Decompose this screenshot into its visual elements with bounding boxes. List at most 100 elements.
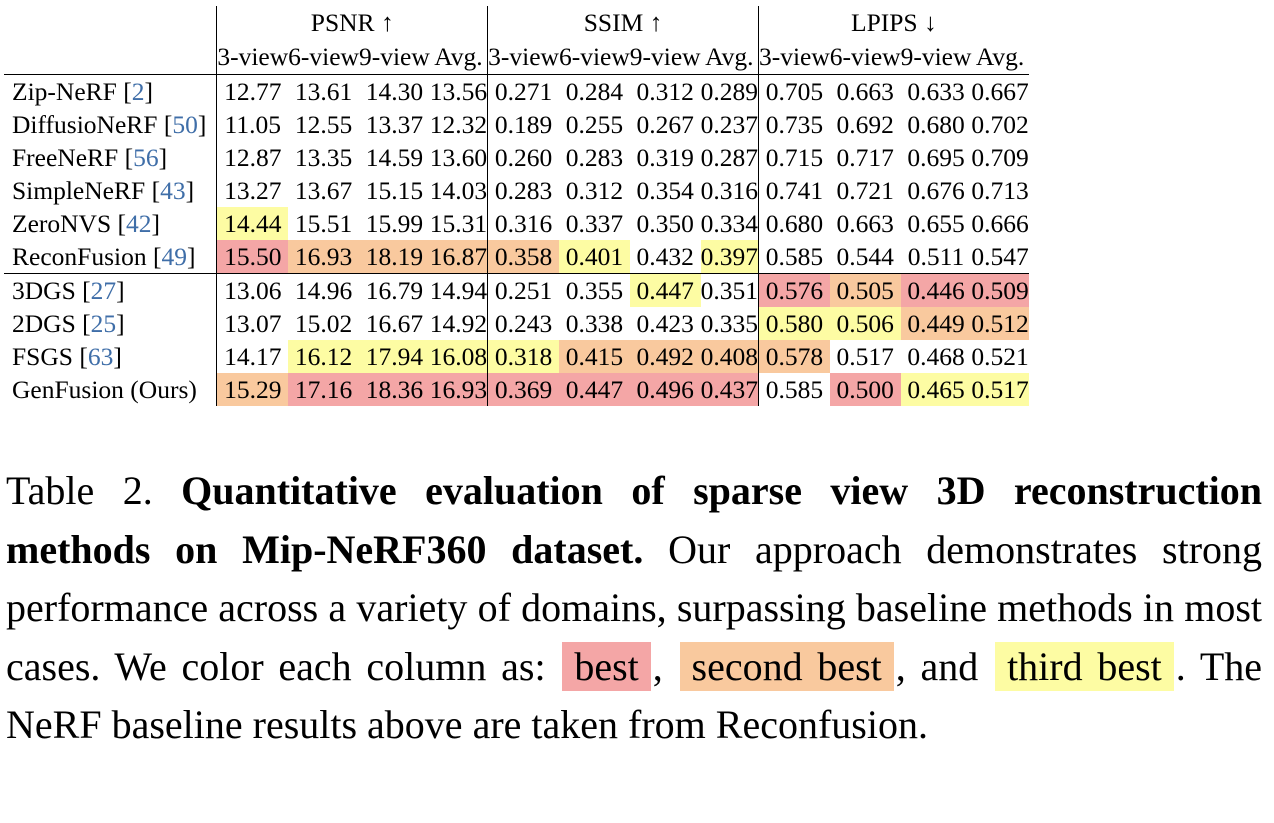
value-cell: 17.16 bbox=[288, 373, 359, 406]
caption-text: , bbox=[652, 643, 663, 689]
value-cell: 0.521 bbox=[971, 341, 1029, 371]
table-body: Zip-NeRF [2] 12.77 13.61 14.30 13.56 0.271 0.2… bbox=[4, 74, 1029, 406]
value-cell: 0.312 bbox=[636, 76, 694, 106]
table-row: FreeNeRF [56] 12.87 13.35 14.59 13.60 0.260 0.… bbox=[4, 141, 1029, 174]
caption-label: Table 2. bbox=[6, 468, 153, 513]
value-cell: 0.715 bbox=[757, 141, 830, 174]
citation-link[interactable]: 50 bbox=[172, 109, 198, 139]
value-cell: 0.663 bbox=[836, 208, 894, 238]
citation-link[interactable]: 56 bbox=[133, 142, 159, 172]
citation-link[interactable]: 63 bbox=[87, 341, 114, 371]
caption-text: Our approach demonstrates strong perform… bbox=[6, 526, 1263, 689]
method-column-header bbox=[4, 39, 217, 75]
value-cell: 0.717 bbox=[836, 142, 894, 172]
value-cell: 0.449 bbox=[900, 307, 972, 340]
table-row: ZeroNVS [42] 14.44 15.51 15.99 15.31 0.316 0.3… bbox=[4, 207, 1029, 240]
citation-link[interactable]: 43 bbox=[160, 175, 186, 205]
value-cell: 0.695 bbox=[907, 142, 965, 172]
value-cell: 13.35 bbox=[294, 142, 353, 172]
value-cell: 0.437 bbox=[700, 373, 759, 406]
value-cell: 13.07 bbox=[216, 307, 289, 340]
table-caption: Table 2. Quantitative evaluation of spar… bbox=[6, 462, 1262, 755]
value-cell: 18.36 bbox=[358, 373, 430, 406]
group-header-lpips: LPIPS ↓ bbox=[757, 6, 1029, 39]
table-row: FSGS [63] 14.17 16.12 17.94 16.08 0.318 0.415 0… bbox=[4, 340, 1029, 373]
value-cell: 0.585 bbox=[757, 373, 830, 406]
value-cell: 15.02 bbox=[294, 308, 353, 338]
value-cell: 0.287 bbox=[700, 142, 758, 172]
value-cell: 0.496 bbox=[629, 373, 701, 406]
value-cell: 16.67 bbox=[365, 308, 424, 338]
value-cell: 14.92 bbox=[429, 308, 488, 338]
method-name: ZeroNVS bbox=[12, 208, 112, 238]
value-cell: 0.316 bbox=[487, 207, 559, 240]
column-header: Avg. bbox=[429, 39, 488, 75]
method-cell: ReconFusion [49] bbox=[4, 240, 217, 274]
value-cell: 16.08 bbox=[429, 340, 488, 373]
value-cell: 14.96 bbox=[294, 275, 353, 305]
table-row: 2DGS [25] 13.07 15.02 16.67 14.92 0.243 0.338 0… bbox=[4, 307, 1029, 340]
value-cell: 14.30 bbox=[365, 76, 424, 106]
value-cell: 0.319 bbox=[636, 142, 694, 172]
value-cell: 0.237 bbox=[700, 109, 758, 139]
column-header: 9-view bbox=[900, 39, 972, 75]
value-cell: 13.60 bbox=[429, 142, 488, 172]
caption-text: , and bbox=[895, 643, 979, 689]
group-header-row: PSNR ↑ SSIM ↑ LPIPS ↓ bbox=[4, 6, 1029, 39]
value-cell: 15.99 bbox=[365, 208, 424, 238]
value-cell: 0.517 bbox=[836, 341, 894, 371]
value-cell: 0.283 bbox=[565, 142, 624, 172]
column-header: 3-view bbox=[757, 39, 830, 75]
value-cell: 14.44 bbox=[216, 207, 289, 240]
value-cell: 13.61 bbox=[294, 76, 353, 106]
method-name: FSGS bbox=[12, 341, 73, 371]
value-cell: 16.93 bbox=[288, 240, 359, 274]
value-cell: 12.77 bbox=[216, 74, 289, 108]
value-cell: 0.283 bbox=[487, 174, 559, 207]
value-cell: 0.692 bbox=[836, 109, 894, 139]
value-cell: 0.512 bbox=[971, 307, 1029, 340]
value-cell: 17.94 bbox=[358, 340, 430, 373]
column-header: 6-view bbox=[558, 39, 630, 75]
citation-link[interactable]: 2 bbox=[131, 76, 145, 106]
value-cell: 0.447 bbox=[558, 373, 630, 406]
value-cell: 0.680 bbox=[907, 109, 965, 139]
value-cell: 0.741 bbox=[757, 174, 830, 207]
value-cell: 0.544 bbox=[829, 240, 901, 274]
method-name: GenFusion (Ours) bbox=[12, 374, 197, 404]
value-cell: 15.51 bbox=[294, 208, 353, 238]
value-cell: 0.713 bbox=[971, 175, 1029, 205]
value-cell: 14.03 bbox=[429, 175, 488, 205]
value-cell: 0.509 bbox=[971, 273, 1029, 307]
value-cell: 0.312 bbox=[565, 175, 624, 205]
value-cell: 0.578 bbox=[757, 340, 830, 373]
group-header-ssim: SSIM ↑ bbox=[487, 6, 759, 39]
value-cell: 13.27 bbox=[216, 174, 289, 207]
value-cell: 0.251 bbox=[487, 273, 559, 307]
method-cell: SimpleNeRF [43] bbox=[12, 175, 195, 205]
value-cell: 0.316 bbox=[700, 175, 758, 205]
citation-link[interactable]: 25 bbox=[90, 308, 117, 338]
value-cell: 0.289 bbox=[700, 76, 758, 106]
method-name: DiffusioNeRF bbox=[12, 109, 158, 139]
value-cell: 0.735 bbox=[757, 108, 830, 141]
value-cell: 0.517 bbox=[971, 373, 1029, 406]
citation-link[interactable]: 42 bbox=[126, 208, 152, 238]
second-best-swatch: second best bbox=[679, 641, 894, 691]
value-cell: 0.355 bbox=[565, 275, 624, 305]
citation-link[interactable]: 49 bbox=[161, 241, 187, 271]
value-cell: 0.576 bbox=[757, 273, 830, 307]
value-cell: 16.12 bbox=[288, 340, 359, 373]
citation-link[interactable]: 27 bbox=[90, 275, 117, 305]
value-cell: 0.676 bbox=[907, 175, 965, 205]
value-cell: 0.350 bbox=[636, 208, 694, 238]
value-cell: 0.358 bbox=[487, 240, 559, 274]
results-table: PSNR ↑ SSIM ↑ LPIPS ↓ 3-view 6-view 9-view… bbox=[4, 6, 1029, 406]
value-cell: 0.337 bbox=[565, 208, 624, 238]
method-cell: FreeNeRF [56] bbox=[12, 142, 168, 172]
value-cell: 0.423 bbox=[636, 308, 694, 338]
method-cell: DiffusioNeRF [50] bbox=[12, 109, 207, 139]
value-cell: 0.397 bbox=[700, 240, 759, 274]
value-cell: 0.432 bbox=[629, 240, 701, 274]
value-cell: 14.59 bbox=[365, 142, 424, 172]
